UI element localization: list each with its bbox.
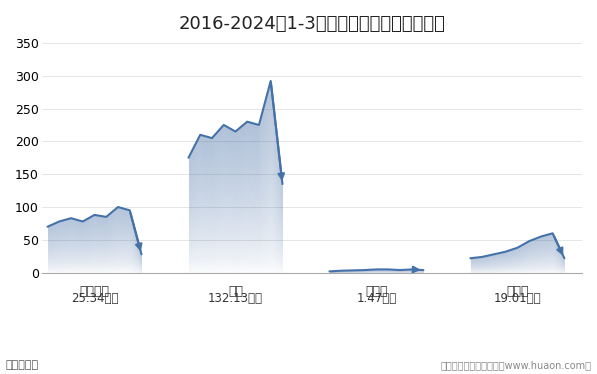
Text: 财产保险: 财产保险 <box>79 285 109 297</box>
Text: 132.13亿元: 132.13亿元 <box>208 292 263 306</box>
Text: 25.34亿元: 25.34亿元 <box>71 292 118 306</box>
Text: 健康险: 健康险 <box>506 285 528 297</box>
Text: 单位：亿元: 单位：亿元 <box>6 360 39 370</box>
Text: 19.01亿元: 19.01亿元 <box>494 292 541 306</box>
Text: 意外险: 意外险 <box>365 285 387 297</box>
Text: 寿险: 寿险 <box>228 285 243 297</box>
Text: 1.47亿元: 1.47亿元 <box>356 292 396 306</box>
Title: 2016-2024年1-3月大连保险分险种收入统计: 2016-2024年1-3月大连保险分险种收入统计 <box>179 15 445 33</box>
Text: 制图：华经产业研究院（www.huaon.com）: 制图：华经产业研究院（www.huaon.com） <box>440 360 591 370</box>
